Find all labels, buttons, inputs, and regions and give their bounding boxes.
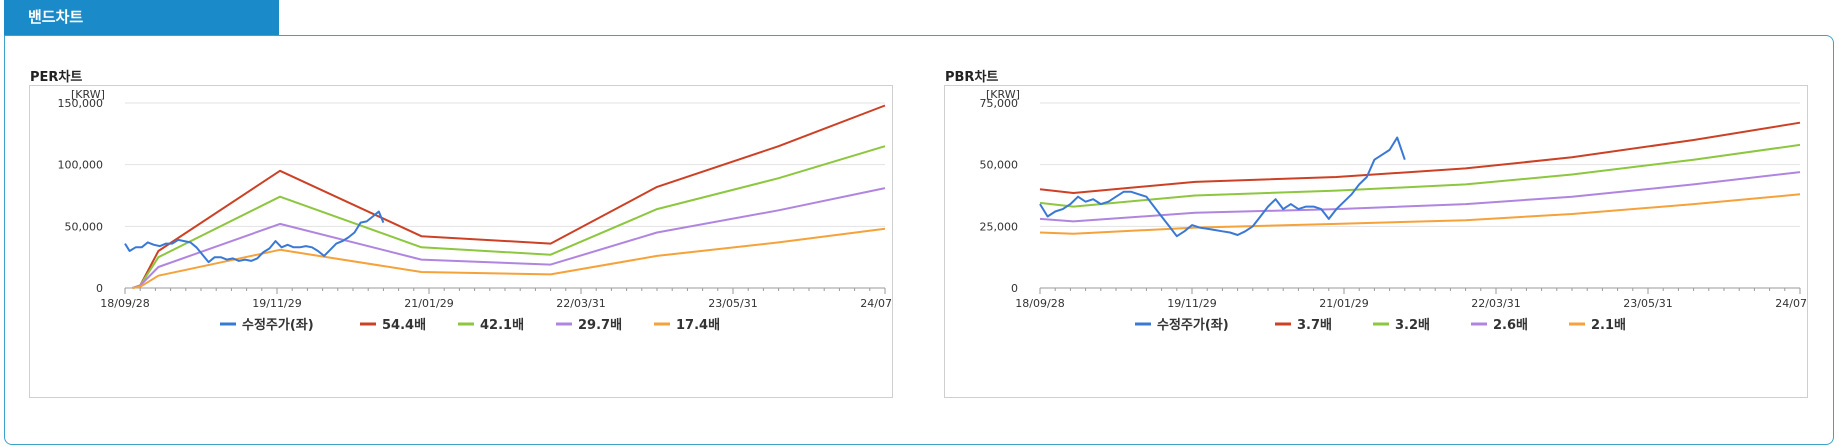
pbr-x-tick-label: 22/03/31 [1471, 297, 1520, 310]
per-chart-box: [KRW] 0 50,000 100,000 150,000 18/09/28 19/11/… [29, 85, 910, 398]
chart-panel [4, 35, 1834, 445]
per-x-tick-label: 18/09/28 [100, 297, 149, 310]
per-legend-item[interactable]: 수정주가(좌) [220, 317, 314, 333]
per-x-tick-label: 21/01/29 [404, 297, 453, 310]
pbr-y-tick-label: 25,000 [980, 220, 1019, 233]
tab-label: 밴드차트 [28, 8, 84, 26]
per-chart-title: PER차트 [30, 70, 83, 85]
pbr-legend-item[interactable]: 3.2배 [1373, 317, 1430, 333]
per-series-line [132, 187, 886, 289]
pbr-chart-svg: [KRW] 0 25,000 50,000 75,000 18/09/28 19/11/29… [980, 88, 1825, 333]
pbr-unit-label: [KRW] [986, 88, 1020, 101]
per-legend-item[interactable]: 54.4배 [360, 317, 426, 333]
pbr-y-tick-label: 0 [1011, 282, 1018, 295]
pbr-series-line [1039, 193, 1801, 235]
pbr-legend-item[interactable]: 수정주가(좌) [1135, 317, 1229, 333]
tab-band-chart[interactable]: 밴드차트 [4, 0, 279, 35]
pbr-x-tick-label: 18/09/28 [1015, 297, 1064, 310]
per-legend-item[interactable]: 42.1배 [458, 317, 524, 333]
per-unit-label: [KRW] [71, 88, 105, 101]
pbr-x-tick-label: 23/05/31 [1623, 297, 1672, 310]
per-legend-label: 54.4배 [382, 317, 426, 333]
pbr-legend-label: 3.7배 [1297, 317, 1332, 333]
pbr-legend-label: 수정주가(좌) [1157, 317, 1229, 333]
per-y-tick-label: 100,000 [58, 159, 104, 172]
pbr-y-tick-label: 75,000 [980, 97, 1019, 110]
pbr-chart-title: PBR차트 [945, 70, 999, 85]
per-x-tick-label: 24/07/31 [860, 297, 892, 310]
per-chart-svg: [KRW] 0 50,000 100,000 150,000 18/09/28 19/11/… [58, 88, 910, 333]
pbr-legend-item[interactable]: 2.1배 [1569, 317, 1626, 333]
pbr-legend-label: 3.2배 [1395, 317, 1430, 333]
pbr-series-line [1039, 171, 1801, 223]
per-legend-label: 17.4배 [676, 317, 720, 333]
per-legend-item[interactable]: 29.7배 [556, 317, 622, 333]
per-y-tick-label: 0 [96, 282, 103, 295]
pbr-y-tick-label: 50,000 [980, 159, 1019, 172]
per-legend-label: 42.1배 [480, 317, 524, 333]
pbr-chart-box: [KRW] 0 25,000 50,000 75,000 18/09/28 19/11/29… [944, 85, 1825, 398]
per-series-line [132, 145, 886, 289]
pbr-x-tick-label: 21/01/29 [1319, 297, 1368, 310]
per-series-line [124, 210, 385, 264]
per-series-line [132, 227, 886, 289]
per-x-tick-label: 23/05/31 [708, 297, 757, 310]
pbr-series-line [1039, 121, 1801, 194]
per-y-tick-label: 150,000 [58, 97, 104, 110]
per-legend-item[interactable]: 17.4배 [654, 317, 720, 333]
pbr-legend-item[interactable]: 2.6배 [1471, 317, 1528, 333]
per-x-tick-label: 22/03/31 [556, 297, 605, 310]
per-legend-label: 29.7배 [578, 317, 622, 333]
per-x-tick-label: 19/11/29 [252, 297, 301, 310]
pbr-legend-label: 2.1배 [1591, 317, 1626, 333]
pbr-series-line [1039, 136, 1406, 238]
per-y-tick-label: 50,000 [65, 220, 104, 233]
pbr-legend-label: 2.6배 [1493, 317, 1528, 333]
per-legend-label: 수정주가(좌) [242, 317, 314, 333]
pbr-x-tick-label: 19/11/29 [1167, 297, 1216, 310]
pbr-series-line [1039, 143, 1801, 208]
pbr-x-tick-label: 24/07/31 [1775, 297, 1807, 310]
pbr-legend-item[interactable]: 3.7배 [1275, 317, 1332, 333]
per-series-line [132, 104, 886, 289]
